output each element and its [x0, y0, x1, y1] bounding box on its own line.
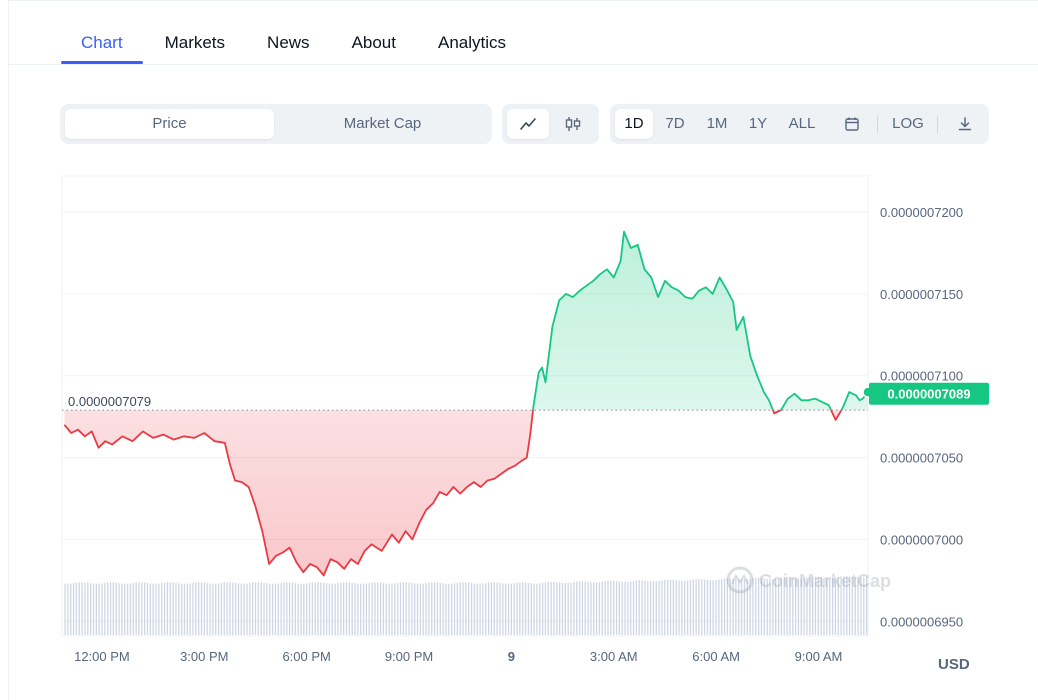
- range-all-button[interactable]: ALL: [788, 115, 816, 132]
- y-tick-label: 0.0000007050: [880, 451, 963, 466]
- current-price-badge: [869, 382, 989, 405]
- y-tick-label: 0.0000007000: [880, 532, 963, 547]
- range-1m-button[interactable]: 1M: [706, 115, 728, 132]
- current-price-label: 0.0000007089: [887, 387, 970, 402]
- x-tick-label: 9: [508, 649, 515, 664]
- download-button[interactable]: [950, 109, 980, 139]
- volume-bars: [64, 576, 868, 635]
- x-tick-label: 9:00 AM: [795, 649, 843, 664]
- toolbar-divider: [877, 116, 878, 133]
- x-tick-label: 3:00 PM: [180, 649, 228, 664]
- axes: 0.0000007200 0.0000007150 0.0000007100 0.00…: [74, 205, 963, 664]
- tab-news[interactable]: News: [267, 33, 310, 52]
- area-above-reference: [533, 231, 868, 411]
- watermark-text: CoinMarketCap: [759, 571, 891, 591]
- log-scale-button[interactable]: LOG: [892, 115, 924, 132]
- tab-markets[interactable]: Markets: [164, 33, 226, 52]
- tab-about[interactable]: About: [351, 33, 396, 52]
- y-tick-label: 0.0000007150: [880, 287, 963, 302]
- price-line-down: [63, 410, 843, 577]
- y-tick-label: 0.0000006950: [880, 614, 963, 629]
- tabs-divider: [9, 64, 1038, 65]
- tab-chart[interactable]: Chart: [60, 0, 144, 65]
- x-tick-label: 9:00 PM: [385, 649, 433, 664]
- x-tick-label: 6:00 AM: [692, 649, 740, 664]
- area-below-reference: [64, 410, 868, 576]
- reference-line: 0.0000007079 0.0000007089: [62, 382, 989, 411]
- chart-type-toggle: [502, 104, 599, 144]
- watermark: CoinMarketCap: [726, 566, 891, 594]
- market-cap-option[interactable]: Market Cap: [343, 115, 422, 132]
- time-range-toggle: 1D 7D 1M 1Y ALL LOG: [610, 104, 989, 144]
- candlestick-button[interactable]: [552, 109, 594, 139]
- range-7d-button[interactable]: 7D: [665, 115, 685, 132]
- candlestick-icon: [565, 117, 581, 131]
- metric-toggle: Price Market Cap: [60, 104, 492, 144]
- line-chart-button[interactable]: [507, 109, 549, 139]
- reference-price-label: 0.0000007079: [68, 394, 151, 409]
- y-tick-label: 0.0000007200: [880, 205, 963, 220]
- x-tick-label: 3:00 AM: [590, 649, 638, 664]
- toolbar-divider: [937, 116, 938, 133]
- x-tick-label: 6:00 PM: [282, 649, 330, 664]
- range-1y-button[interactable]: 1Y: [748, 115, 768, 132]
- range-1d-button[interactable]: 1D: [615, 109, 653, 139]
- x-tick-label: 12:00 PM: [74, 649, 130, 664]
- calendar-icon: [845, 117, 859, 131]
- frame-left-border: [8, 0, 9, 700]
- price-option[interactable]: Price: [65, 109, 274, 139]
- currency-label: USD: [938, 656, 970, 673]
- price-line-up: [532, 230, 869, 411]
- tab-analytics[interactable]: Analytics: [438, 33, 507, 52]
- date-picker-button[interactable]: [837, 109, 867, 139]
- y-tick-label: 0.0000007100: [880, 369, 963, 384]
- main-tabs: Chart Markets News About Analytics: [60, 0, 527, 65]
- frame-top-border: [8, 0, 1038, 1]
- line-chart-icon: [520, 118, 536, 130]
- price-area: [63, 230, 874, 577]
- download-icon: [958, 117, 972, 131]
